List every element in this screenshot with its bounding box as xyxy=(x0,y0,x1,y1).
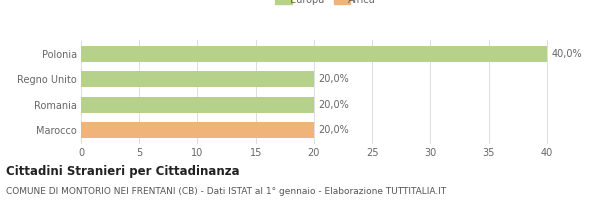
Text: 20,0%: 20,0% xyxy=(319,100,349,110)
Legend: Europa, Africa: Europa, Africa xyxy=(271,0,380,9)
Text: COMUNE DI MONTORIO NEI FRENTANI (CB) - Dati ISTAT al 1° gennaio - Elaborazione T: COMUNE DI MONTORIO NEI FRENTANI (CB) - D… xyxy=(6,187,446,196)
Bar xyxy=(81,46,547,62)
Text: 20,0%: 20,0% xyxy=(319,125,349,135)
Text: 40,0%: 40,0% xyxy=(551,49,582,59)
Bar xyxy=(81,71,314,87)
Text: 20,0%: 20,0% xyxy=(319,74,349,84)
Bar xyxy=(81,97,314,113)
Text: Cittadini Stranieri per Cittadinanza: Cittadini Stranieri per Cittadinanza xyxy=(6,165,239,178)
Bar xyxy=(81,122,314,138)
